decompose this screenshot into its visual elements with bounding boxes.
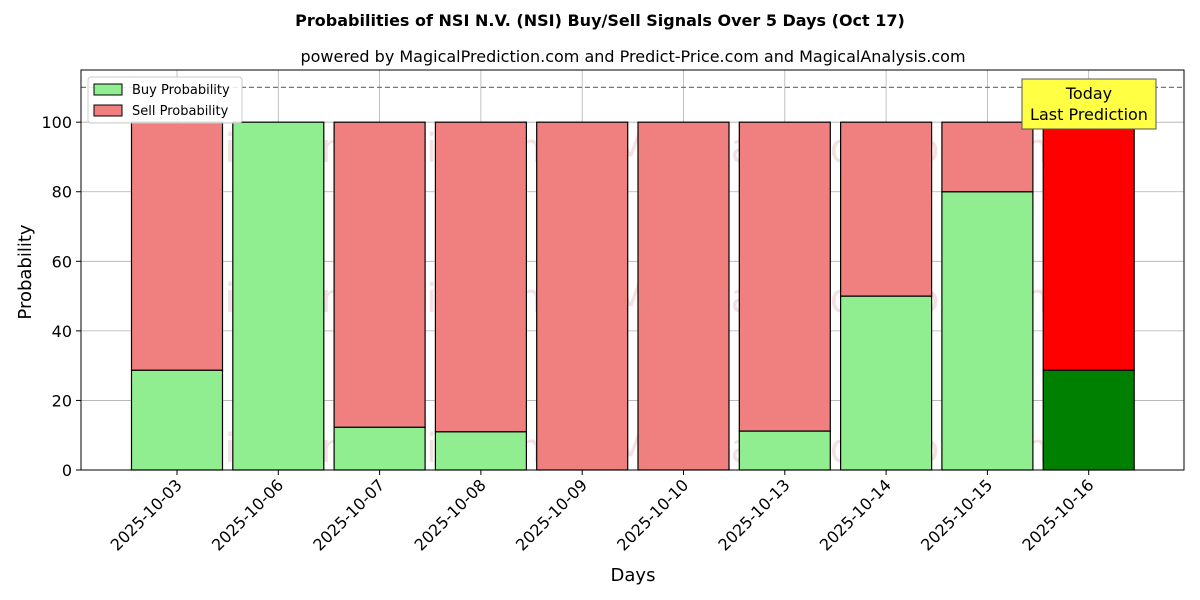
bar-sell-2025-10-08 — [434, 121, 527, 433]
x-axis-label: Days — [611, 565, 656, 586]
bar-buy-2025-10-08 — [434, 431, 527, 471]
annotation-background — [1021, 78, 1157, 130]
y-axis: 0 20 40 60 80 100 — [41, 113, 81, 480]
y-tick-label: 0 — [62, 461, 72, 480]
bar-buy-2025-10-06 — [232, 121, 325, 471]
x-tick-label: 2025-10-13 — [714, 475, 793, 554]
x-tick-label: 2025-10-06 — [208, 475, 287, 554]
bar-sell-2025-10-09 — [536, 121, 629, 471]
y-tick-label: 60 — [52, 252, 72, 271]
bars — [130, 121, 1135, 471]
legend: Buy Probability Sell Probability — [87, 76, 243, 124]
bar-buy-2025-10-16 — [1042, 369, 1135, 471]
x-tick-label: 2025-10-03 — [107, 475, 186, 554]
bar-sell-2025-10-14 — [839, 121, 933, 297]
legend-swatch — [93, 104, 123, 117]
bar-buy-2025-10-07 — [333, 426, 426, 471]
x-axis: 2025-10-03 2025-10-06 2025-10-07 2025-10-08… — [107, 470, 1098, 555]
y-tick-label: 20 — [52, 391, 72, 410]
bar-buy-2025-10-15 — [941, 191, 1034, 471]
legend-label: Sell Probability — [132, 104, 229, 119]
bar-sell-2025-10-07 — [333, 121, 426, 428]
x-tick-label: 2025-10-08 — [411, 475, 490, 554]
bar-buy-2025-10-14 — [839, 295, 933, 471]
legend-box — [87, 76, 243, 124]
bar-sell-2025-10-10 — [637, 121, 730, 471]
y-tick-label: 100 — [41, 113, 72, 132]
y-tick-label: 40 — [52, 322, 72, 341]
bar-sell-2025-10-03 — [130, 121, 224, 371]
legend-swatch — [93, 83, 123, 96]
y-tick-label: 80 — [52, 183, 72, 202]
bar-sell-2025-10-15 — [941, 121, 1034, 193]
legend-label: Buy Probability — [132, 83, 230, 98]
x-tick-label: 2025-10-07 — [309, 475, 388, 554]
bar-sell-2025-10-16 — [1042, 121, 1135, 371]
bar-buy-2025-10-13 — [738, 430, 831, 471]
x-tick-label: 2025-10-16 — [1018, 475, 1097, 554]
annotation-line1: Today — [1065, 84, 1112, 103]
plot-frame — [80, 69, 1185, 471]
x-tick-label: 2025-10-09 — [512, 475, 591, 554]
x-tick-label: 2025-10-14 — [816, 475, 895, 554]
bar-buy-2025-10-03 — [130, 369, 224, 471]
annotation-line2: Last Prediction — [1030, 105, 1148, 124]
bar-sell-2025-10-13 — [738, 121, 831, 432]
annotation-box: Today Last Prediction — [1021, 78, 1157, 130]
x-tick-label: 2025-10-15 — [917, 475, 996, 554]
y-axis-label: Probability — [15, 224, 36, 319]
chart-subtitle: powered by MagicalPrediction.com and Pre… — [300, 47, 965, 66]
x-tick-label: 2025-10-10 — [613, 475, 692, 554]
chart-title: Probabilities of NSI N.V. (NSI) Buy/Sell… — [295, 11, 905, 30]
